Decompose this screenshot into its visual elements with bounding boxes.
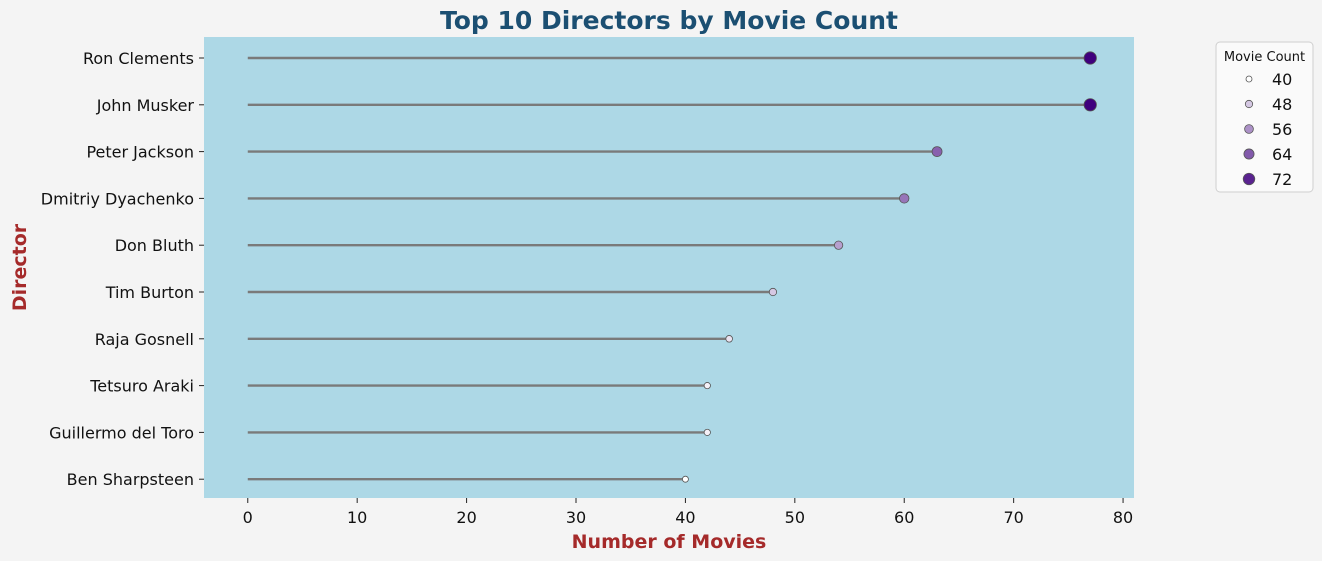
marker-layer — [682, 51, 1097, 483]
x-axis: 0 10 20 30 40 50 60 70 80 — [243, 498, 1133, 527]
x-tick-label: 60 — [894, 508, 914, 527]
legend-marker — [1242, 172, 1256, 186]
legend-marker — [1244, 124, 1254, 134]
y-tick-label: Dmitriy Dyachenko — [41, 189, 194, 208]
data-point — [833, 240, 844, 250]
data-point — [1083, 51, 1097, 65]
y-tick-label: Tetsuro Araki — [89, 377, 194, 396]
x-tick-label: 50 — [785, 508, 805, 527]
data-point — [768, 287, 778, 297]
y-tick-label: John Musker — [96, 96, 195, 115]
data-point — [682, 475, 689, 483]
x-tick-label: 10 — [347, 508, 367, 527]
data-point — [703, 428, 711, 436]
x-tick-label: 0 — [243, 508, 253, 527]
y-tick-label: Don Bluth — [115, 236, 194, 255]
y-axis: Ron Clements John Musker Peter Jackson Dmit… — [41, 49, 204, 489]
legend-label: 40 — [1272, 70, 1292, 89]
legend-marker — [1243, 148, 1255, 160]
legend-marker — [1244, 99, 1254, 109]
data-point — [899, 193, 910, 204]
x-tick-label: 80 — [1113, 508, 1133, 527]
legend-label: 72 — [1272, 170, 1292, 189]
x-axis-title: Number of Movies — [572, 531, 767, 553]
data-point — [931, 146, 943, 157]
y-tick-label: Peter Jackson — [86, 143, 194, 162]
x-tick-label: 70 — [1003, 508, 1023, 527]
data-point — [725, 335, 733, 343]
data-point — [1083, 98, 1097, 112]
data-point — [703, 382, 711, 390]
legend-title: Movie Count — [1224, 50, 1305, 65]
y-tick-label: Tim Burton — [105, 283, 194, 302]
y-tick-label: Raja Gosnell — [95, 330, 194, 349]
chart-title: Top 10 Directors by Movie Count — [440, 6, 898, 35]
x-tick-label: 20 — [456, 508, 476, 527]
plot-area — [204, 37, 1134, 498]
legend-label: 64 — [1272, 145, 1292, 164]
x-tick-label: 30 — [566, 508, 586, 527]
y-tick-label: Ben Sharpsteen — [67, 470, 194, 489]
legend-box — [1215, 41, 1314, 193]
y-axis-title: Director — [9, 223, 31, 311]
y-tick-label: Guillermo del Toro — [49, 423, 194, 442]
legend: Movie Count 40 48 56 64 72 — [1215, 41, 1314, 193]
legend-marker — [1245, 75, 1253, 83]
legend-label: 48 — [1272, 95, 1292, 114]
legend-label: 56 — [1272, 120, 1292, 139]
stem-layer — [247, 56, 1091, 481]
x-tick-label: 40 — [675, 508, 695, 527]
y-tick-label: Ron Clements — [83, 49, 194, 68]
legend-items: 40 48 56 64 72 — [1242, 70, 1292, 189]
